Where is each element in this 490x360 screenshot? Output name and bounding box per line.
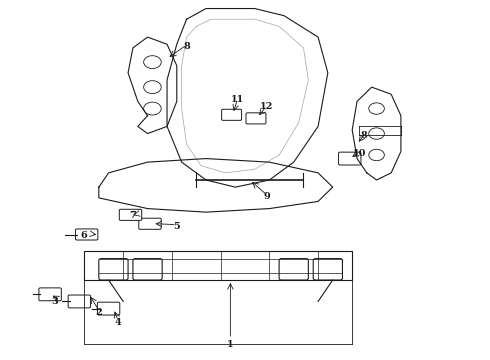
FancyBboxPatch shape	[139, 218, 161, 229]
FancyBboxPatch shape	[339, 152, 361, 165]
Text: 8: 8	[183, 41, 190, 50]
Text: 6: 6	[81, 231, 88, 240]
FancyBboxPatch shape	[39, 288, 61, 301]
FancyBboxPatch shape	[99, 258, 128, 280]
FancyBboxPatch shape	[279, 258, 308, 280]
Text: 10: 10	[353, 149, 366, 158]
Text: 3: 3	[51, 297, 58, 306]
Text: 7: 7	[129, 211, 136, 220]
FancyBboxPatch shape	[221, 109, 242, 120]
Text: 5: 5	[173, 222, 180, 231]
FancyBboxPatch shape	[313, 258, 343, 280]
Text: 1: 1	[227, 340, 234, 349]
Text: 11: 11	[231, 95, 245, 104]
Text: 9: 9	[264, 192, 270, 201]
FancyBboxPatch shape	[246, 113, 266, 124]
Text: 8: 8	[361, 131, 368, 140]
FancyBboxPatch shape	[133, 258, 162, 280]
Text: 2: 2	[96, 308, 102, 317]
FancyBboxPatch shape	[68, 295, 91, 308]
FancyBboxPatch shape	[75, 229, 98, 240]
FancyBboxPatch shape	[119, 209, 142, 220]
FancyBboxPatch shape	[98, 302, 120, 315]
Text: 12: 12	[260, 102, 273, 111]
Text: 4: 4	[115, 318, 122, 327]
